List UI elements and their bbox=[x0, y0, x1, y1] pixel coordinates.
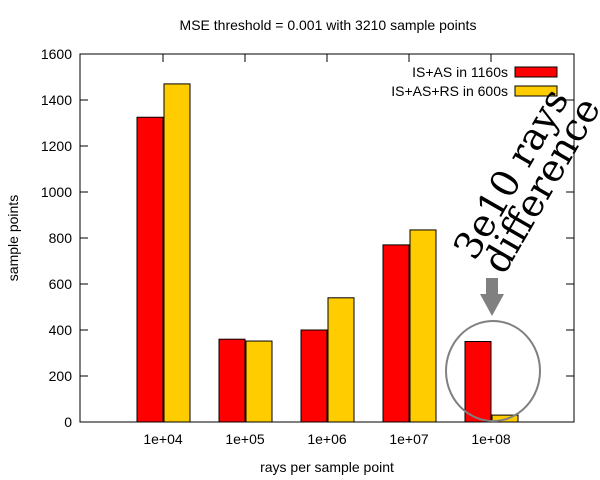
bar-series-2 bbox=[327, 297, 355, 423]
highlight-ellipse bbox=[445, 320, 541, 422]
bar-series-1 bbox=[382, 244, 410, 423]
y-tick-label: 0 bbox=[64, 414, 72, 430]
bars bbox=[136, 83, 519, 423]
y-tick-label: 1200 bbox=[41, 138, 72, 154]
x-tick-label: 1e+05 bbox=[225, 431, 265, 447]
bar-series-2 bbox=[245, 340, 273, 423]
bar-series-1 bbox=[464, 341, 492, 423]
x-tick-label: 1e+06 bbox=[307, 431, 347, 447]
chart-title: MSE threshold = 0.001 with 3210 sample p… bbox=[180, 17, 477, 33]
y-tick-label: 600 bbox=[49, 276, 73, 292]
y-axis-label: sample points bbox=[5, 195, 21, 281]
legend-label: IS+AS in 1160s bbox=[412, 64, 508, 80]
x-tick-label: 1e+04 bbox=[143, 431, 183, 447]
bar-series-1 bbox=[218, 338, 246, 423]
bar-series-1 bbox=[300, 329, 328, 423]
y-tick-label: 800 bbox=[49, 230, 73, 246]
y-ticks: 0 200 400 600 800 1000 1200 1400 1600 bbox=[41, 46, 574, 430]
y-tick-label: 400 bbox=[49, 322, 73, 338]
legend-swatch bbox=[514, 85, 558, 97]
legend: IS+AS in 1160s IS+AS+RS in 600s bbox=[391, 64, 558, 99]
y-tick-label: 1400 bbox=[41, 92, 72, 108]
x-axis-label: rays per sample point bbox=[260, 459, 394, 475]
x-ticks: 1e+04 1e+05 1e+06 1e+07 1e+08 bbox=[143, 54, 511, 447]
legend-label: IS+AS+RS in 600s bbox=[391, 83, 508, 99]
y-tick-label: 200 bbox=[49, 368, 73, 384]
y-tick-label: 1600 bbox=[41, 46, 72, 62]
x-tick-label: 1e+08 bbox=[471, 431, 511, 447]
x-tick-label: 1e+07 bbox=[389, 431, 429, 447]
bar-series-1 bbox=[136, 116, 164, 423]
legend-swatch bbox=[514, 66, 558, 78]
plot-frame bbox=[79, 53, 575, 423]
bar-series-2 bbox=[163, 83, 191, 423]
down-arrow-icon bbox=[480, 278, 504, 316]
y-tick-label: 1000 bbox=[41, 184, 72, 200]
bar-series-2 bbox=[409, 229, 437, 423]
